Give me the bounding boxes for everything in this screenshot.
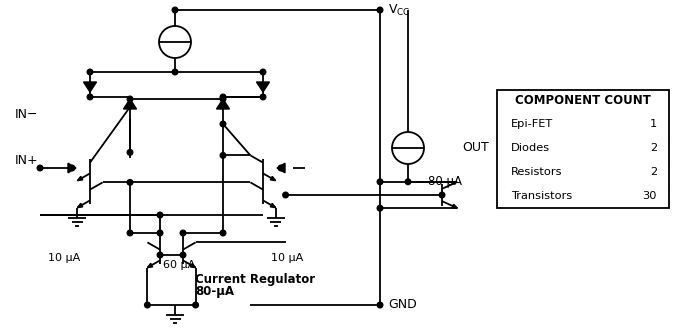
Text: Current Regulator: Current Regulator: [195, 272, 315, 286]
Circle shape: [221, 96, 226, 102]
Circle shape: [221, 230, 226, 236]
Text: 2: 2: [650, 167, 657, 177]
Text: 80 μA: 80 μA: [428, 174, 462, 188]
Circle shape: [377, 302, 383, 308]
Circle shape: [144, 302, 150, 308]
Circle shape: [87, 94, 93, 100]
Polygon shape: [84, 82, 96, 92]
Circle shape: [260, 94, 266, 100]
Polygon shape: [78, 176, 82, 181]
Polygon shape: [277, 163, 285, 173]
Text: 10 μA: 10 μA: [48, 253, 80, 263]
Circle shape: [405, 179, 411, 185]
Circle shape: [221, 121, 226, 127]
Circle shape: [439, 192, 444, 198]
Circle shape: [193, 302, 199, 308]
Polygon shape: [216, 99, 229, 109]
Circle shape: [157, 252, 163, 258]
Circle shape: [283, 192, 289, 198]
Circle shape: [172, 69, 178, 75]
Polygon shape: [270, 176, 275, 181]
Bar: [497, 90, 669, 208]
Circle shape: [377, 205, 383, 211]
Circle shape: [221, 94, 226, 100]
Circle shape: [377, 179, 383, 185]
Text: 60 μA: 60 μA: [163, 260, 195, 270]
Polygon shape: [78, 203, 82, 208]
Text: GND: GND: [388, 298, 417, 312]
Circle shape: [180, 252, 185, 258]
Polygon shape: [190, 264, 196, 267]
Text: IN+: IN+: [14, 155, 38, 167]
Text: Diodes: Diodes: [511, 143, 550, 153]
Circle shape: [180, 230, 185, 236]
Circle shape: [278, 165, 284, 171]
Polygon shape: [68, 163, 76, 173]
Polygon shape: [270, 203, 275, 208]
Circle shape: [377, 7, 383, 13]
Circle shape: [157, 230, 163, 236]
Text: COMPONENT COUNT: COMPONENT COUNT: [515, 94, 651, 108]
Text: V$_{\mathsf{CC}}$: V$_{\mathsf{CC}}$: [388, 2, 410, 17]
Circle shape: [172, 7, 178, 13]
Text: 10 μA: 10 μA: [271, 253, 303, 263]
Circle shape: [127, 230, 133, 236]
Text: Epi-FET: Epi-FET: [511, 119, 553, 129]
Circle shape: [157, 212, 163, 218]
Circle shape: [37, 165, 43, 171]
Text: OUT: OUT: [462, 141, 489, 154]
Circle shape: [260, 69, 266, 75]
Text: 30: 30: [642, 191, 657, 201]
Circle shape: [127, 96, 133, 102]
Text: 2: 2: [650, 143, 657, 153]
Text: Transistors: Transistors: [511, 191, 572, 201]
Circle shape: [69, 165, 75, 171]
Polygon shape: [256, 82, 269, 92]
Polygon shape: [124, 99, 137, 109]
Circle shape: [87, 69, 93, 75]
Polygon shape: [148, 264, 153, 267]
Circle shape: [127, 180, 133, 185]
Text: IN−: IN−: [14, 108, 38, 120]
Text: Resistors: Resistors: [511, 167, 563, 177]
Text: 1: 1: [650, 119, 657, 129]
Circle shape: [221, 153, 226, 158]
Circle shape: [127, 150, 133, 155]
Text: 80-μA: 80-μA: [195, 285, 234, 297]
Polygon shape: [452, 204, 458, 208]
